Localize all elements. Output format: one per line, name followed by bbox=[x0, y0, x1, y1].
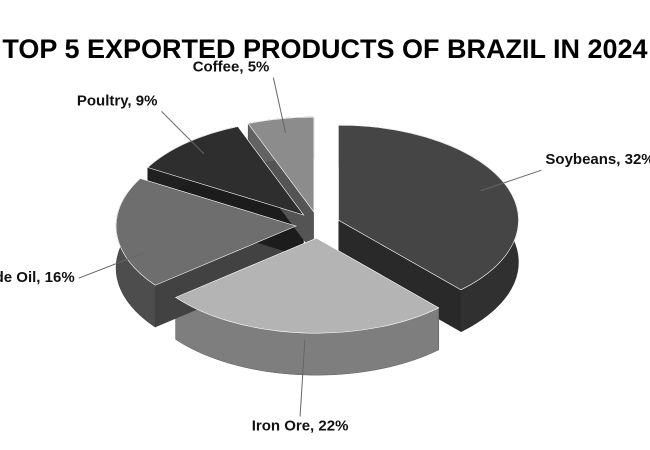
slice bbox=[147, 126, 305, 216]
leader-line bbox=[161, 110, 205, 155]
leader-line bbox=[78, 252, 144, 279]
data-label: Poultry, 9% bbox=[77, 92, 158, 109]
slice bbox=[338, 124, 519, 291]
chart-title: TOP 5 EXPORTED PRODUCTS OF BRAZIL IN 202… bbox=[2, 34, 647, 64]
leader-line bbox=[299, 339, 306, 417]
data-label: Crude Oil, 16% bbox=[0, 269, 75, 286]
data-label: Coffee, 5% bbox=[193, 59, 270, 76]
slice bbox=[115, 178, 297, 286]
data-label: Iron Ore, 22% bbox=[252, 418, 349, 435]
leader-line bbox=[480, 169, 542, 192]
slice bbox=[174, 237, 440, 334]
leader-line bbox=[272, 77, 286, 133]
data-label: Soybeans, 32% bbox=[545, 151, 650, 168]
tops bbox=[115, 116, 519, 334]
slice bbox=[247, 116, 315, 213]
